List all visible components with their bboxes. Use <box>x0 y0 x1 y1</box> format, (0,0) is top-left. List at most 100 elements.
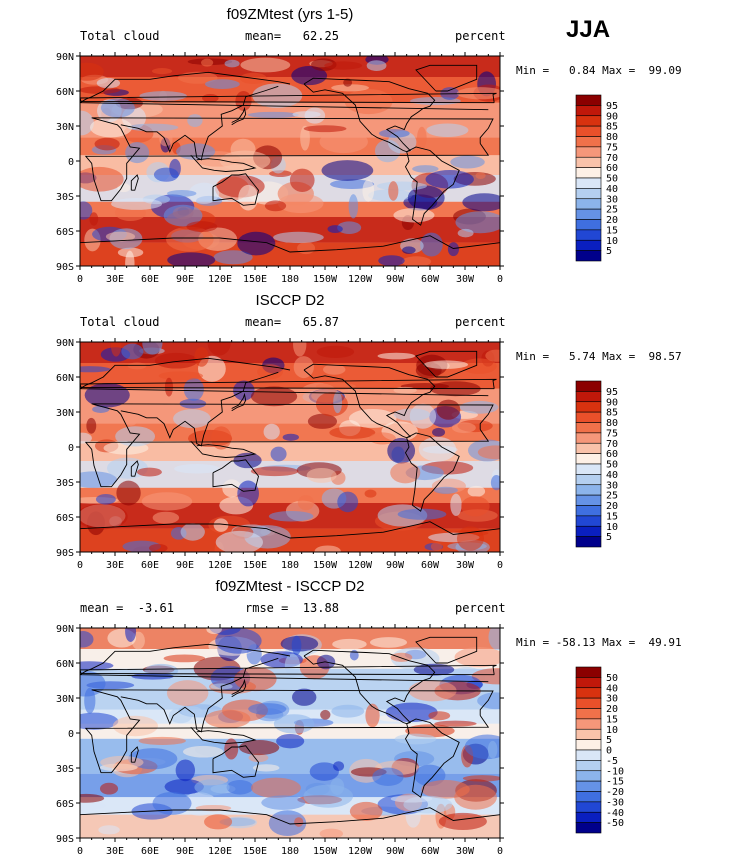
panel-title: ISCCP D2 <box>255 292 325 309</box>
contour-blob <box>289 168 315 192</box>
colorbar-label: 20 <box>606 501 618 512</box>
contour-blob <box>207 342 231 356</box>
contour-blob <box>151 68 173 75</box>
contour-blob <box>100 755 144 769</box>
panel-title: f09ZMtest (yrs 1-5) <box>226 6 354 23</box>
contour-blob <box>276 733 305 749</box>
coastline <box>130 460 139 477</box>
contour-blob <box>152 791 192 815</box>
contour-blob <box>237 231 276 256</box>
contour-blob <box>467 485 486 497</box>
y-tick-label: 60S <box>56 227 74 238</box>
contour-blob <box>420 232 443 257</box>
x-tick-label: 90W <box>386 274 405 285</box>
contour-blob <box>80 801 106 811</box>
contour-blob <box>319 828 344 838</box>
colorbar-label: 10 <box>606 725 618 736</box>
x-tick-label: 60E <box>141 274 159 285</box>
colorbar-box <box>575 677 602 689</box>
contour-blob <box>362 179 375 202</box>
season-label: JJA <box>566 16 611 43</box>
contour-blob <box>407 185 445 211</box>
colorbar-label: 40 <box>606 683 618 694</box>
colorbar-label: 5 <box>606 532 612 543</box>
map-panel-2: ISCCP D2 Total cloud mean= 65.87 percent Min… <box>0 286 733 576</box>
colorbar-label: -15 <box>606 777 624 788</box>
contour-blob <box>183 377 204 401</box>
coastline <box>84 117 494 202</box>
contour-blob <box>457 228 474 238</box>
contour-field <box>80 628 500 838</box>
contour-blob <box>112 715 158 737</box>
contour-blob <box>110 342 122 357</box>
colorbar-label: 95 <box>606 387 618 398</box>
coastline <box>415 636 478 664</box>
contour-blob <box>139 91 187 101</box>
contour-blob <box>125 250 135 266</box>
x-tick-label: 150E <box>243 846 267 857</box>
contour-blob <box>89 117 133 138</box>
contour-blob <box>240 57 291 73</box>
coastline <box>404 432 460 512</box>
colorbar-box <box>575 250 602 262</box>
units-label: percent <box>455 601 506 615</box>
contour-blob <box>292 688 317 706</box>
coastline <box>80 643 489 683</box>
coastline <box>130 174 139 191</box>
contour-blob <box>250 466 299 477</box>
contour-blob <box>213 250 253 265</box>
contour-blob <box>167 252 216 266</box>
contour-blob <box>390 461 421 484</box>
contour-blob <box>432 427 446 437</box>
y-tick-label: 90N <box>56 338 74 349</box>
x-tick-label: 180 <box>281 846 299 857</box>
contour-blob <box>127 362 147 370</box>
contour-blob <box>300 125 310 151</box>
contour-blob <box>418 436 457 462</box>
colorbar-label: -30 <box>606 797 624 808</box>
contour-blob <box>239 740 280 756</box>
colorbar-box <box>575 505 602 517</box>
contour-blob <box>188 182 220 204</box>
x-tick-label: 60E <box>141 560 159 571</box>
y-tick-label: 60N <box>56 659 74 670</box>
contour-blob <box>111 198 163 210</box>
colorbar-label: 75 <box>606 142 618 153</box>
y-tick-label: 90S <box>56 834 74 845</box>
y-tick-label: 60S <box>56 513 74 524</box>
colorbar-box <box>575 515 602 527</box>
colorbar-box <box>575 219 602 231</box>
colorbar-label: 20 <box>606 215 618 226</box>
contour-blob <box>462 193 500 212</box>
coastline <box>80 807 500 825</box>
contour-blob <box>417 126 427 150</box>
x-tick-label: 120W <box>348 846 373 857</box>
colorbar-box <box>575 401 602 413</box>
contour-blob <box>224 738 239 760</box>
coastline <box>303 363 436 439</box>
coastline <box>84 689 494 774</box>
coastline <box>84 403 494 488</box>
contour-blob <box>456 526 484 551</box>
contour-blob <box>434 720 477 727</box>
contour-blob <box>194 779 230 796</box>
contour-blob <box>372 767 404 787</box>
contour-blob <box>378 129 410 138</box>
colorbar-box <box>575 136 602 148</box>
min-max-stats: Min = 0.84 Max = 99.09 <box>516 64 682 77</box>
min-max-stats: Min = -58.13 Max = 49.91 <box>516 636 682 649</box>
contour-blob <box>316 345 355 358</box>
contour-blob <box>206 628 222 635</box>
x-tick-label: 90W <box>386 560 405 571</box>
contour-blob <box>166 680 209 707</box>
colorbar-label: -50 <box>606 818 624 829</box>
contour-blob <box>421 780 470 799</box>
x-tick-label: 120E <box>208 274 232 285</box>
contour-blob <box>86 417 97 434</box>
contour-blob <box>433 486 458 494</box>
colorbar-box <box>575 770 602 782</box>
colorbar-box <box>575 791 602 803</box>
contour-blob <box>393 408 431 421</box>
contour-blob <box>337 221 362 235</box>
y-tick-label: 90S <box>56 262 74 273</box>
